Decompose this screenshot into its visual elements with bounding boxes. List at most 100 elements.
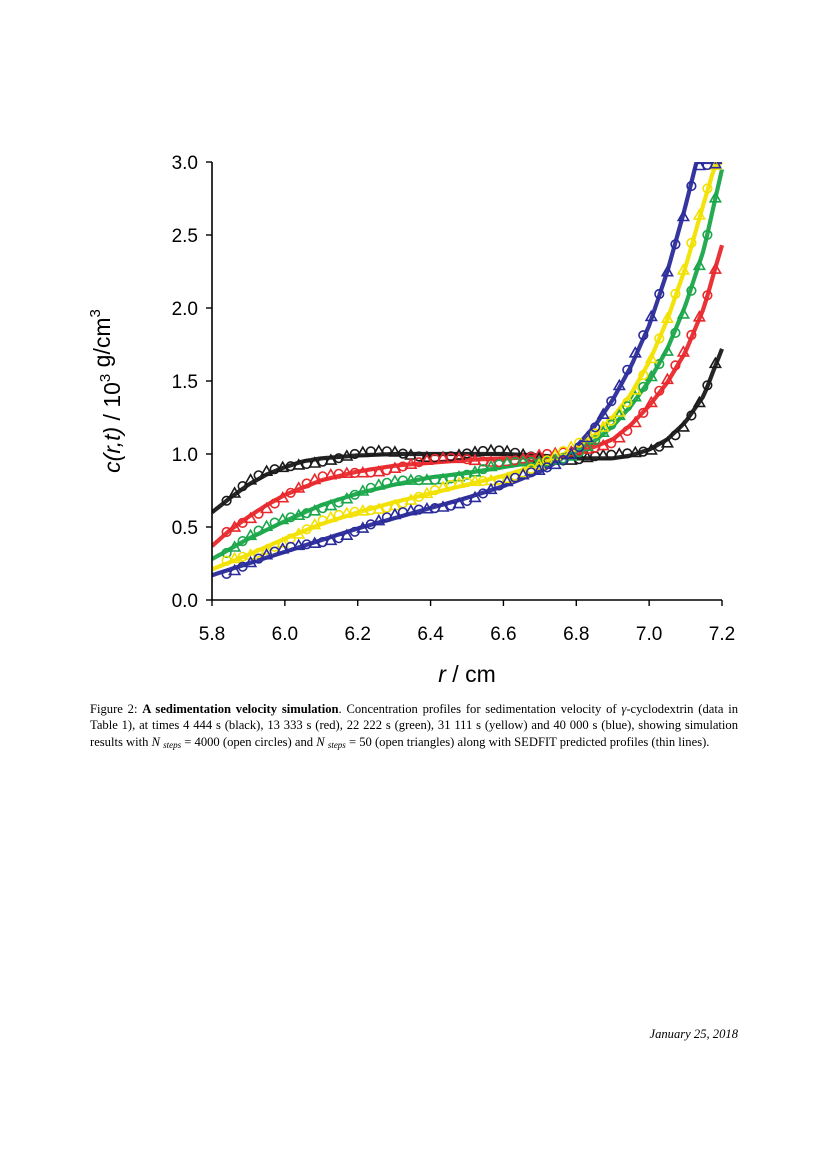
triangle-marker <box>244 555 258 568</box>
circle-marker <box>686 329 697 341</box>
figure-caption: Figure 2: A sedimentation velocity simul… <box>90 701 738 753</box>
triangle-marker <box>452 496 466 509</box>
caption-text-2: -cyclodextrin (data in Table 1), at time… <box>90 702 738 749</box>
triangle-marker <box>388 445 402 457</box>
circle-marker <box>686 285 697 296</box>
y-tick-label: 2.5 <box>172 226 198 247</box>
circle-marker <box>638 381 649 393</box>
circle-marker <box>381 446 393 457</box>
x-tick-label: 7.2 <box>709 624 735 645</box>
triangle-marker <box>308 536 322 549</box>
page-date: January 25, 2018 <box>649 1027 739 1041</box>
triangle-marker <box>292 538 306 551</box>
triangle-marker <box>436 480 450 492</box>
triangle-marker <box>372 464 386 477</box>
triangle-marker <box>484 443 498 456</box>
y-tick-label: 0.0 <box>172 591 198 612</box>
triangle-marker <box>388 507 402 520</box>
triangle-marker <box>452 451 466 464</box>
triangle-marker <box>612 378 626 391</box>
triangle-marker <box>228 563 242 576</box>
circle-marker <box>606 396 617 407</box>
triangle-marker <box>516 467 530 480</box>
triangle-marker <box>708 162 722 169</box>
circle-marker <box>445 452 457 464</box>
circle-marker <box>702 290 713 301</box>
x-tick-label: 5.8 <box>199 624 225 645</box>
series-line-3 <box>212 162 724 572</box>
triangle-marker <box>436 451 450 463</box>
profile-lines <box>212 162 724 578</box>
caption-sub1: steps <box>163 739 182 750</box>
circle-marker <box>269 498 280 509</box>
circle-marker <box>670 288 681 300</box>
triangle-marker <box>692 208 706 220</box>
triangle-marker <box>676 420 690 432</box>
x-axis-label: r / cm <box>438 661 496 687</box>
circle-marker <box>221 547 232 559</box>
circle-marker <box>237 535 248 547</box>
sedimentation-chart: 0.0 0.5 1.0 1.5 2.0 2.5 3.0 5.8 6.0 6.2 6.4 6.6 6.8 7… <box>87 153 735 687</box>
triangle-marker <box>660 344 674 356</box>
triangle-marker <box>420 453 434 466</box>
circle-marker <box>574 447 585 458</box>
triangle-marker <box>596 448 610 460</box>
triangle-marker <box>228 520 242 532</box>
triangle-marker <box>676 345 690 357</box>
triangle-marker <box>580 439 594 452</box>
triangle-marker <box>516 447 530 460</box>
circle-marker <box>237 481 248 492</box>
series-line-4 <box>212 162 722 578</box>
triangle-marker <box>244 528 258 541</box>
triangle-marker <box>420 501 434 514</box>
triangle-marker <box>260 519 274 532</box>
triangle-marker <box>356 504 370 516</box>
triangle-marker <box>532 458 546 470</box>
triangle-marker <box>660 436 674 448</box>
triangle-marker <box>324 453 338 465</box>
triangle-marker <box>340 528 354 541</box>
circle-marker <box>413 451 425 462</box>
triangle-marker <box>708 356 722 369</box>
circle-marker <box>622 401 633 412</box>
x-tick-label: 6.2 <box>345 624 371 645</box>
circle-marker <box>574 437 585 448</box>
circle-marker <box>494 445 505 456</box>
circle-marker <box>221 495 232 506</box>
circle-marker <box>606 415 617 426</box>
triangle-marker <box>388 474 402 486</box>
triangle-marker <box>564 449 578 461</box>
triangle-marker <box>292 508 306 521</box>
triangle-marker <box>452 476 466 488</box>
triangle-marker <box>372 478 386 490</box>
triangle-marker <box>324 498 338 511</box>
triangle-marker <box>564 447 578 460</box>
triangle-marker <box>564 440 578 452</box>
circle-marker <box>461 454 473 465</box>
y-axis-label: c(r,t) / 103 g/cm3 <box>87 309 125 473</box>
triangle-marker <box>580 442 594 454</box>
circle-marker <box>285 487 296 498</box>
triangle-marker <box>404 503 418 516</box>
x-tick-label: 6.6 <box>490 624 516 645</box>
triangle-marker <box>612 430 626 443</box>
triangle-marker <box>324 467 338 480</box>
circle-marker <box>654 333 665 344</box>
triangle-marker <box>580 430 594 443</box>
circle-marker <box>590 422 601 433</box>
triangle-marker <box>340 491 354 504</box>
triangle-marker <box>452 448 466 460</box>
triangle-marker <box>644 369 658 382</box>
triangle-marker <box>420 486 434 499</box>
triangle-marker <box>532 463 546 476</box>
caption-text-4: = 50 (open triangles) along with SEDFIT … <box>345 734 710 749</box>
triangle-marker <box>708 191 722 203</box>
triangle-marker <box>324 510 338 523</box>
triangle-marker <box>676 263 690 275</box>
y-tick-label: 3.0 <box>172 153 198 174</box>
triangle-marker <box>356 484 370 496</box>
circle-marker <box>333 533 344 544</box>
triangle-marker <box>292 481 306 493</box>
circle-marker <box>686 237 697 248</box>
circle-marker <box>654 358 665 370</box>
